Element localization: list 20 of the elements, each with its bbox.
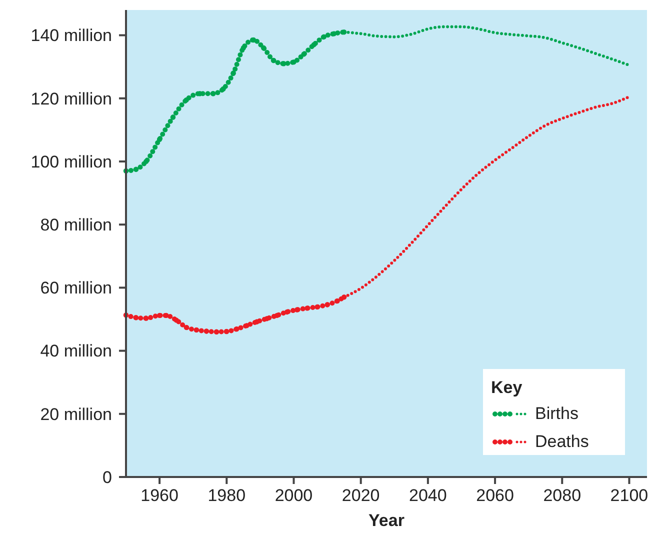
y-tick-label: 80 million (40, 216, 112, 235)
y-tick-label: 60 million (40, 278, 112, 298)
x-tick-label: 2080 (543, 486, 582, 505)
x-axis-title: Year (368, 511, 405, 530)
y-tick-label: 0 (102, 468, 112, 487)
x-tick-label: 2040 (409, 486, 447, 505)
x-tick-label: 2060 (476, 486, 514, 505)
y-tick-label: 20 million (40, 404, 112, 424)
y-tick-label: 120 million (30, 89, 112, 108)
x-tick-label: 2100 (610, 486, 648, 505)
x-tick-label: 1960 (140, 486, 178, 505)
legend-label: Deaths (535, 432, 589, 451)
x-tick-label: 1980 (208, 486, 246, 505)
y-tick-label: 100 million (30, 152, 112, 172)
y-tick-label: 140 million (30, 26, 112, 46)
x-tick-label: 2000 (274, 486, 313, 505)
legend-label: Births (535, 404, 578, 423)
legend-title: Key (491, 378, 523, 397)
y-tick-label: 40 million (40, 342, 112, 361)
x-tick-label: 2020 (342, 486, 380, 505)
